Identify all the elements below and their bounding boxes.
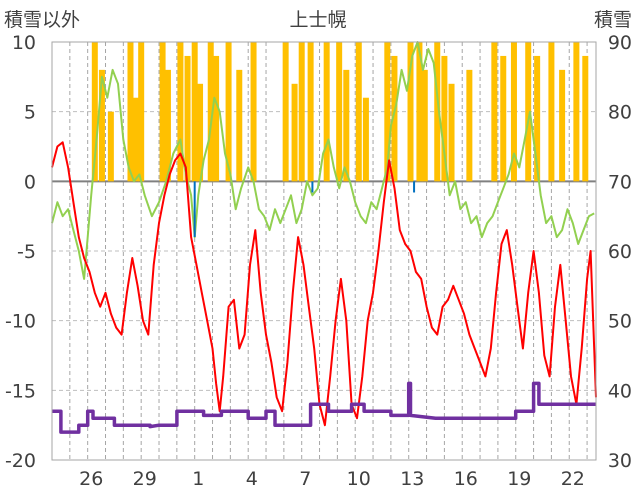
- precip-bar: [491, 42, 498, 182]
- y-right-tick-label: 60: [608, 241, 632, 263]
- chart-title: 上士幌: [289, 9, 346, 31]
- precip-bar: [434, 42, 441, 182]
- precip-bar: [448, 83, 455, 182]
- x-tick-label: 26: [79, 468, 103, 490]
- precip-bar: [177, 42, 184, 182]
- precip-bar: [282, 42, 289, 182]
- x-tick-label: 19: [507, 468, 531, 490]
- precip-bar: [582, 55, 589, 182]
- y-left-tick-label: 5: [24, 102, 36, 124]
- precip-bar: [466, 69, 473, 182]
- precip-bar: [307, 42, 314, 182]
- precip-bar: [184, 55, 191, 182]
- right-axis-title: 積雪: [594, 9, 632, 31]
- y-left-tick-label: 0: [24, 171, 36, 193]
- precip-bar: [250, 42, 257, 182]
- precip-bar: [534, 55, 541, 182]
- precip-bar: [500, 55, 507, 182]
- precip-bar: [355, 42, 362, 182]
- precip-bar: [197, 83, 204, 182]
- precip-bar: [384, 42, 391, 182]
- precip-bar: [225, 42, 232, 182]
- precip-bar: [559, 69, 566, 182]
- precip-bar: [127, 42, 134, 182]
- precip-bar: [236, 69, 243, 182]
- precip-bar: [525, 42, 532, 182]
- x-tick-label: 4: [246, 468, 258, 490]
- y-right-tick-label: 70: [608, 171, 632, 193]
- y-right-tick-label: 80: [608, 102, 632, 124]
- precip-bar: [573, 42, 580, 182]
- y-left-tick-label: -20: [5, 450, 36, 472]
- precip-bars: [91, 42, 589, 182]
- green-series-line: [51, 41, 595, 280]
- precip-bar: [132, 97, 139, 182]
- precip-bar: [159, 42, 166, 182]
- y-left-tick-label: -15: [5, 380, 36, 402]
- x-tick-label: 13: [400, 468, 424, 490]
- precip-bar: [164, 69, 171, 182]
- x-tick-label: 1: [192, 468, 204, 490]
- precip-bar: [336, 42, 343, 182]
- precip-bar: [298, 42, 305, 182]
- precip-bar: [548, 42, 555, 182]
- y-right-tick-label: 90: [608, 32, 632, 54]
- y-left-tick-label: -5: [17, 241, 36, 263]
- precip-bar: [191, 42, 198, 182]
- x-tick-label: 29: [133, 468, 157, 490]
- precip-bar: [323, 42, 330, 182]
- y-left-tick-label: -10: [5, 311, 36, 333]
- precip-bar: [421, 69, 428, 182]
- precip-bar: [98, 69, 105, 182]
- y-right-tick-label: 40: [608, 380, 632, 402]
- precip-bar: [291, 83, 298, 182]
- y-right-tick-label: 50: [608, 311, 632, 333]
- purple-series-line: [52, 381, 596, 434]
- precip-bar: [362, 97, 369, 182]
- precip-bar: [138, 42, 145, 182]
- red-series-line: [51, 141, 597, 427]
- precip-bar: [91, 42, 98, 182]
- x-tick-label: 22: [561, 468, 585, 490]
- precip-bar: [510, 42, 517, 182]
- precip-bar: [343, 69, 350, 182]
- precip-bar: [407, 42, 414, 182]
- precip-bar: [441, 55, 448, 182]
- plot-area-border: [51, 41, 597, 461]
- series-lines: [51, 41, 597, 434]
- precip-bar: [213, 55, 220, 182]
- left-axis-title: 積雪以外: [4, 9, 80, 31]
- x-tick-label: 16: [454, 468, 478, 490]
- precip-bar: [207, 42, 214, 182]
- x-tick-label: 7: [299, 468, 311, 490]
- precip-bar: [107, 111, 114, 182]
- y-right-tick-label: 30: [608, 450, 632, 472]
- y-left-tick-label: 10: [12, 32, 36, 54]
- precip-bar: [391, 55, 398, 182]
- x-tick-label: 10: [347, 468, 371, 490]
- precip-bar: [416, 42, 423, 182]
